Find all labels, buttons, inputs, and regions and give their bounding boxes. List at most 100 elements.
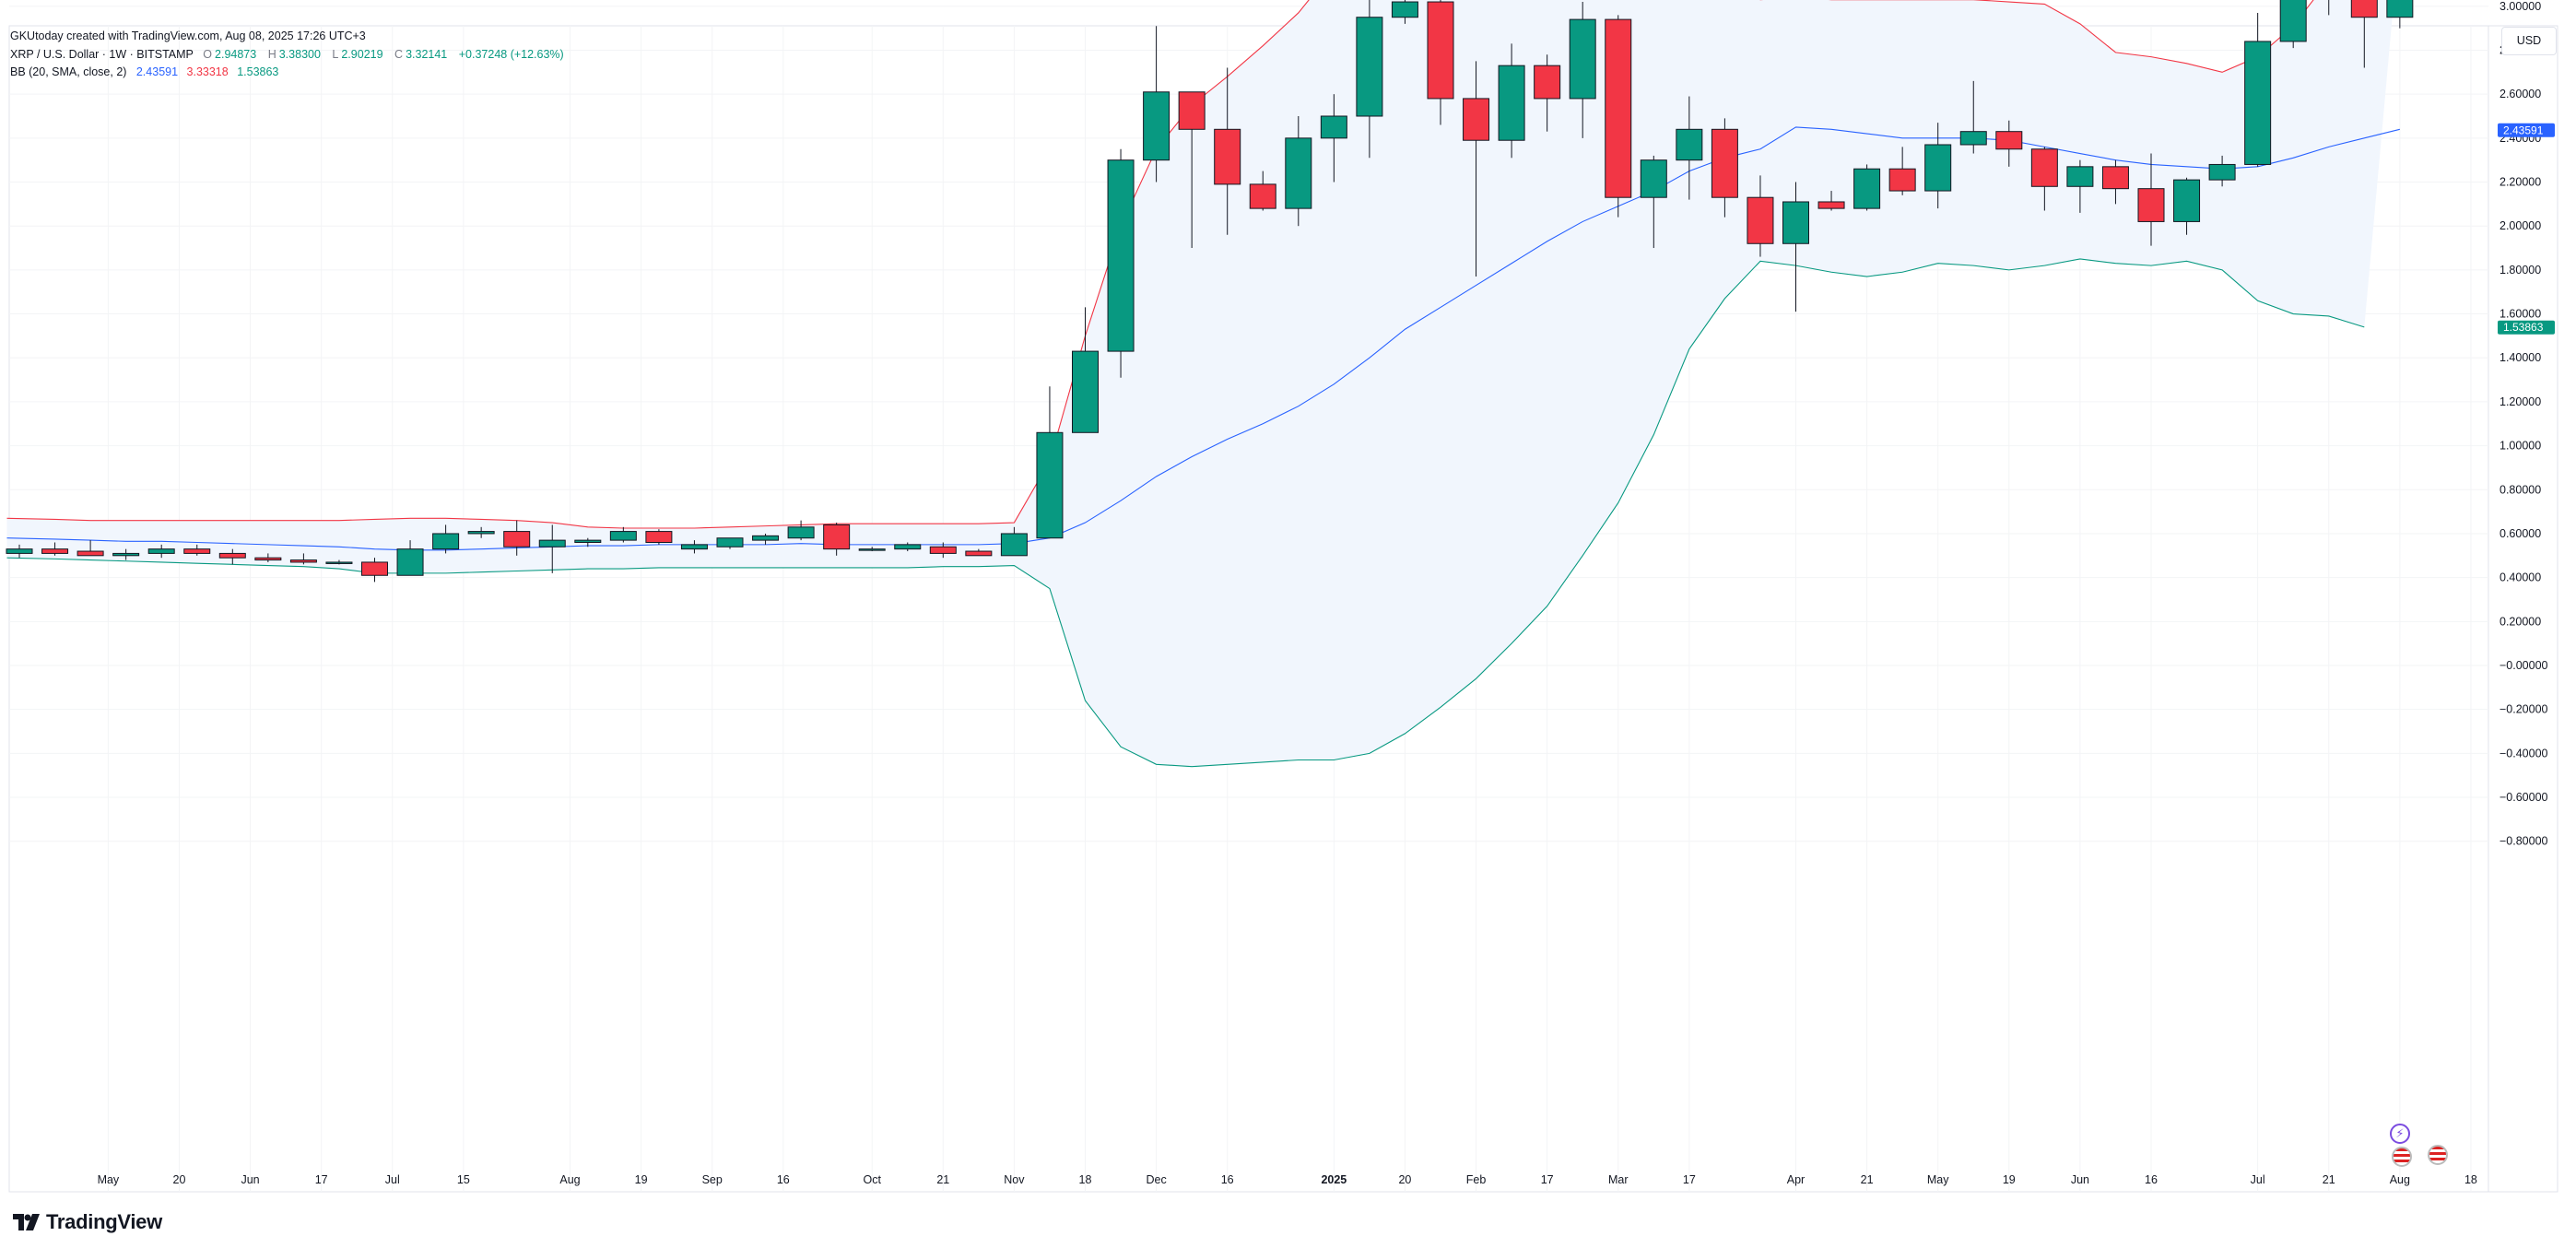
candle-down: [183, 544, 211, 556]
candle-body: [2101, 166, 2129, 190]
price-axis-label: 2.00000: [2500, 219, 2541, 232]
candle-up: [1959, 80, 1987, 154]
candle-body: [76, 550, 104, 557]
candle-body: [1747, 196, 1774, 244]
candle-body: [254, 557, 282, 561]
time-axis-label: Mar: [1608, 1173, 1629, 1186]
candle-body: [752, 535, 780, 541]
bb-legend[interactable]: BB (20, SMA, close, 2) 2.43591 3.33318 1…: [10, 65, 278, 78]
tradingview-logo-text: TradingView: [46, 1210, 162, 1233]
candle-body: [432, 533, 460, 550]
candle-body: [1285, 137, 1312, 209]
candle-body: [823, 524, 851, 550]
bb-upper-value: 3.33318: [186, 65, 229, 78]
candle-up: [716, 537, 744, 549]
candle-body: [467, 531, 495, 535]
price-axis-label: −0.40000: [2500, 747, 2548, 759]
candle-down: [289, 553, 317, 565]
price-axis-label: 0.20000: [2500, 615, 2541, 628]
price-axis-label: 1.80000: [2500, 264, 2541, 277]
candle-body: [538, 539, 566, 547]
candle-down: [1888, 147, 1916, 195]
candle-body: [1143, 91, 1170, 161]
price-axis-label: 2.20000: [2500, 176, 2541, 189]
candle-up: [467, 526, 495, 538]
candle-up: [1782, 182, 1809, 312]
candle-up: [894, 542, 922, 552]
candle-body: [645, 531, 673, 543]
candle-body: [1356, 17, 1383, 117]
candle-body: [1569, 18, 1596, 100]
time-axis-label: Jun: [241, 1173, 259, 1186]
candle-up: [2066, 159, 2094, 213]
candle-down: [1427, 0, 1454, 125]
price-axis-label: 1.40000: [2500, 351, 2541, 364]
candle-body: [894, 544, 922, 550]
time-axis-label: 21: [1861, 1173, 1874, 1186]
candle-down: [823, 523, 851, 556]
chart-credit: GKUtoday created with TradingView.com, A…: [10, 29, 366, 42]
change-value: +0.37248 (+12.63%): [458, 48, 564, 61]
candle-up: [112, 548, 140, 560]
candle-up: [538, 524, 566, 573]
symbol-title: XRP / U.S. Dollar · 1W · BITSTAMP: [10, 48, 194, 61]
candle-body: [1676, 128, 1703, 161]
candle-body: [218, 552, 246, 559]
time-axis-label: 17: [315, 1173, 328, 1186]
candle-body: [1498, 65, 1525, 141]
candle-body: [289, 559, 317, 563]
candle-body: [396, 548, 424, 576]
time-axis-label: Nov: [1004, 1173, 1025, 1186]
candle-down: [1995, 120, 2023, 167]
candle-body: [2030, 148, 2058, 187]
candle-up: [752, 533, 780, 545]
middle-band-tag: 2.43591: [2498, 123, 2555, 137]
candle-down: [503, 520, 531, 556]
candle-body: [6, 548, 33, 554]
us-flag-icon[interactable]: [2428, 1145, 2448, 1165]
time-axis-label: 15: [457, 1173, 470, 1186]
candle-up: [2386, 0, 2414, 29]
price-axis-label: −0.60000: [2500, 791, 2548, 804]
time-axis-label: Jul: [2251, 1173, 2265, 1186]
candle-down: [361, 558, 388, 583]
candle-down: [2137, 153, 2165, 246]
open-value: 2.94873: [215, 48, 257, 61]
time-axis-label: 16: [777, 1173, 790, 1186]
candle-down: [1463, 61, 1490, 277]
candle-down: [254, 553, 282, 562]
currency-selector[interactable]: USD: [2501, 27, 2557, 55]
high-label: H: [267, 48, 276, 61]
candle-body: [716, 537, 744, 547]
candle-body: [1036, 431, 1064, 539]
candle-down: [1747, 175, 1774, 257]
tradingview-logo[interactable]: TradingView: [13, 1210, 162, 1234]
candle-up: [1285, 116, 1312, 227]
candle-down: [1534, 54, 1561, 132]
price-axis-label: 0.60000: [2500, 527, 2541, 540]
candle-body: [1072, 350, 1099, 433]
candle-body: [787, 526, 815, 539]
bb-middle-value: 2.43591: [135, 65, 179, 78]
bolt-icon[interactable]: ⚡: [2390, 1124, 2410, 1144]
candle-down: [1711, 118, 1738, 218]
candle-up: [574, 537, 602, 547]
candle-body: [1214, 128, 1241, 185]
us-flag-icon[interactable]: [2392, 1147, 2412, 1167]
candle-up: [147, 544, 175, 559]
candle-body: [2386, 0, 2414, 18]
time-axis-label: Dec: [1146, 1173, 1166, 1186]
candle-up: [325, 559, 353, 565]
candle-down: [1214, 67, 1241, 235]
candle-body: [1853, 168, 1881, 209]
price-axis-label: −0.80000: [2500, 835, 2548, 848]
candle-up: [609, 526, 637, 543]
candle-down: [965, 548, 993, 557]
symbol-legend[interactable]: XRP / U.S. Dollar · 1W · BITSTAMP O 2.948…: [10, 48, 572, 61]
bb-fill: [6, 0, 2394, 767]
candle-down: [1605, 15, 1632, 218]
candle-body: [41, 548, 69, 554]
time-axis-label: 17: [1683, 1173, 1696, 1186]
candle-up: [1000, 526, 1028, 557]
